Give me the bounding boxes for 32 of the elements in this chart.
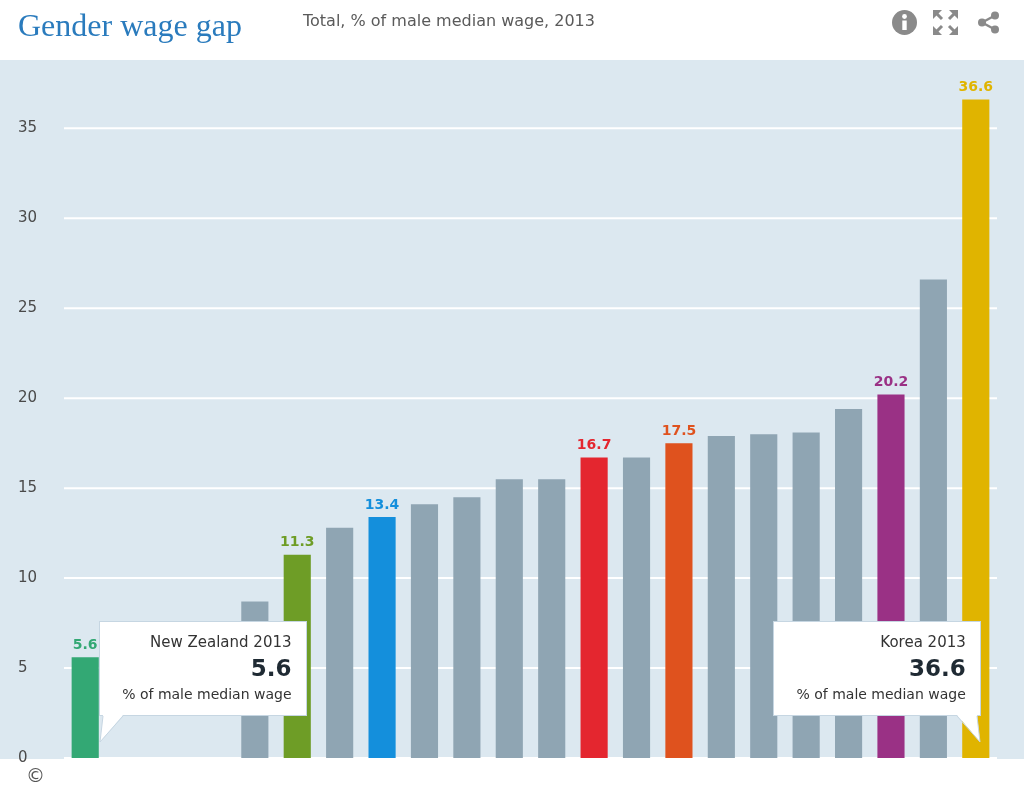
data-label: 11.3 [279, 533, 315, 550]
bar [538, 479, 566, 758]
y-tick-label: 30 [18, 208, 38, 227]
data-label: 20.2 [873, 373, 909, 390]
y-tick-label: 25 [18, 298, 38, 317]
y-tick-label: 0 [18, 747, 28, 766]
bar [495, 479, 523, 758]
bar [665, 443, 693, 758]
y-tick-label: 5 [18, 657, 28, 676]
y-tick-label: 15 [18, 478, 38, 497]
data-label: 5.6 [72, 635, 98, 652]
data-label: 16.7 [576, 436, 612, 453]
chart-title: Gender wage gap [18, 6, 242, 45]
bar [622, 457, 651, 758]
bar [368, 516, 396, 758]
text: © [26, 764, 45, 786]
y-tick-label: 20 [18, 388, 38, 407]
annotation: Korea 2013 36.6 % of male median wage [796, 632, 966, 704]
bar [580, 457, 608, 758]
y-tick-label: 35 [18, 118, 38, 137]
annotation: New Zealand 2013 5.6 % of male median wage [122, 632, 292, 704]
data-label: 17.5 [661, 421, 697, 438]
bar [707, 435, 735, 758]
y-tick-label: 10 [18, 567, 38, 586]
bar [410, 504, 439, 758]
bar [750, 434, 778, 758]
data-label: 36.6 [958, 78, 994, 95]
bar [326, 527, 354, 758]
bar [453, 497, 481, 758]
data-label: 13.4 [364, 495, 400, 512]
bar [71, 657, 99, 758]
chart-subtitle: Total, % of male median wage, 2013 [303, 10, 595, 32]
